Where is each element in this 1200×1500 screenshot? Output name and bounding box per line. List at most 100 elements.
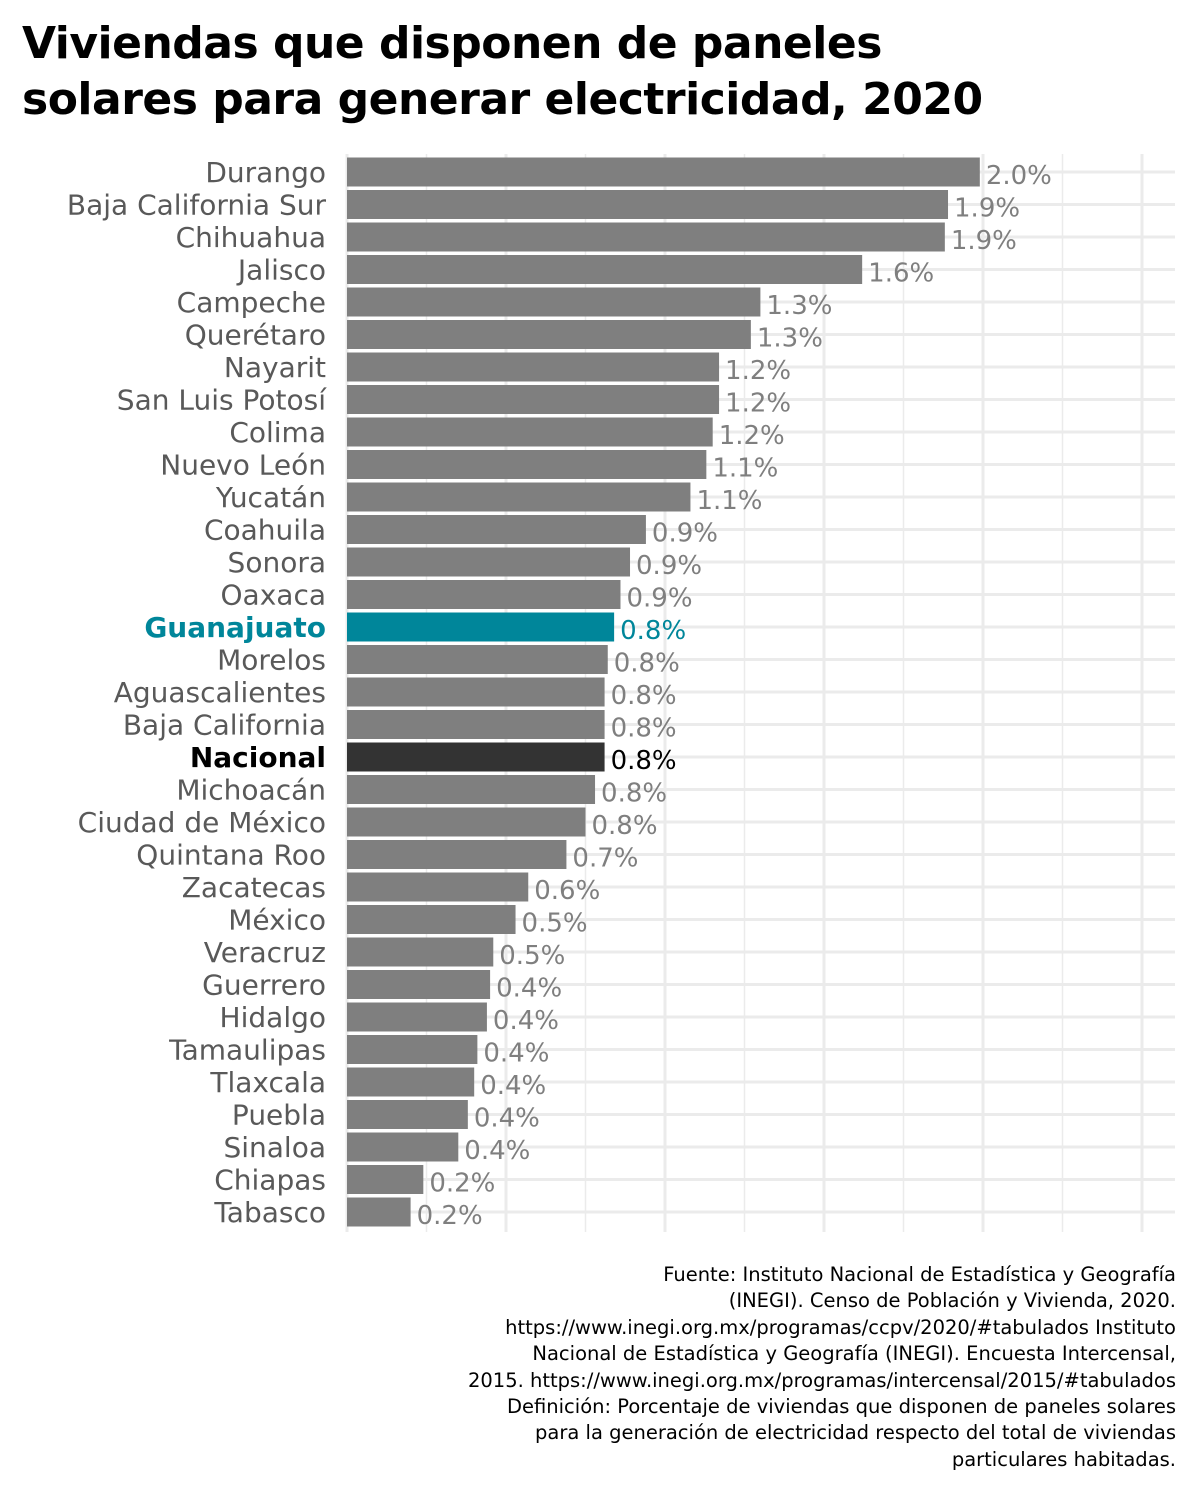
value-label: 0.8%	[611, 746, 677, 776]
bar-tamaulipas	[347, 1035, 478, 1064]
category-label: Hidalgo	[220, 1001, 326, 1034]
bar-sinaloa	[347, 1132, 459, 1162]
category-label: Veracruz	[204, 936, 326, 969]
bar-ciudad-de-méxico	[347, 807, 586, 837]
category-label: Tamaulipas	[168, 1034, 326, 1067]
bar-sonora	[347, 547, 631, 577]
source-line: Nacional de Estadística y Geografía (INE…	[532, 1342, 1176, 1366]
bar-nacional	[347, 742, 605, 772]
bar-méxico	[347, 905, 516, 934]
category-label: Ciudad de México	[78, 806, 326, 839]
bar-hidalgo	[347, 1002, 487, 1032]
source-line: (INEGI). Censo de Población y Vivienda, …	[728, 1289, 1176, 1313]
bar-colima	[347, 417, 713, 447]
category-label: Nayarit	[224, 351, 326, 384]
category-label: Jalisco	[236, 254, 326, 287]
bar-chihuahua	[347, 222, 945, 252]
bar-morelos	[347, 645, 608, 674]
category-label: Guerrero	[202, 969, 326, 1002]
category-label: México	[228, 904, 326, 937]
category-label: Aguascalientes	[114, 676, 326, 709]
bar-tlaxcala	[347, 1067, 475, 1097]
bar-michoacán	[347, 775, 596, 804]
category-label: Baja California Sur	[67, 189, 327, 222]
category-label: Chihuahua	[176, 221, 326, 254]
value-label: 0.4%	[480, 1071, 546, 1101]
bar-guanajuato	[347, 612, 615, 642]
category-label: Quintana Roo	[136, 839, 326, 872]
source-line: https://www.inegi.org.mx/programas/ccpv/…	[505, 1315, 1176, 1339]
category-label: Querétaro	[185, 319, 326, 352]
category-label: Coahuila	[204, 514, 326, 547]
value-label: 1.9%	[954, 194, 1020, 224]
value-label: 0.2%	[429, 1169, 495, 1199]
value-label: 1.3%	[757, 324, 823, 354]
value-label: 1.3%	[766, 291, 832, 321]
value-label: 0.8%	[601, 779, 667, 809]
value-label: 0.8%	[592, 811, 658, 841]
chart-title-line-2: solares para generar electricidad, 2020	[22, 74, 983, 125]
bar-nuevo-león	[347, 450, 707, 479]
value-label: 0.4%	[464, 1136, 530, 1166]
value-label: 2.0%	[986, 161, 1052, 191]
value-label: 0.4%	[493, 1006, 559, 1036]
value-label: 0.9%	[652, 519, 718, 549]
bar-tabasco	[347, 1197, 411, 1227]
category-label: San Luis Potosí	[117, 384, 327, 417]
value-label: 0.8%	[620, 616, 686, 646]
value-label: 0.5%	[522, 909, 588, 939]
value-label: 1.9%	[951, 226, 1017, 256]
value-label: 1.2%	[725, 389, 791, 419]
source-line: Definición: Porcentaje de viviendas que …	[506, 1395, 1176, 1419]
category-label: Oaxaca	[221, 579, 326, 612]
bar-coahuila	[347, 515, 646, 544]
bar-veracruz	[347, 937, 494, 967]
category-label: Guanajuato	[144, 611, 326, 644]
category-label: Durango	[205, 156, 326, 189]
bar-guerrero	[347, 970, 491, 999]
bar-san-luis-potosí	[347, 385, 720, 414]
chart-title: Viviendas que disponen de paneles solare…	[22, 16, 1182, 128]
bar-durango	[347, 157, 980, 187]
bar-chiapas	[347, 1165, 424, 1194]
bar-baja-california-sur	[347, 190, 949, 219]
value-label: 0.6%	[534, 876, 600, 906]
chart-title-line-1: Viviendas que disponen de paneles	[22, 18, 882, 69]
bar-puebla	[347, 1100, 468, 1129]
category-label: Sonora	[228, 546, 326, 579]
source-line: 2015. https://www.inegi.org.mx/programas…	[467, 1368, 1176, 1392]
category-label: Zacatecas	[182, 871, 326, 904]
value-label: 1.2%	[719, 421, 785, 451]
bar-zacatecas	[347, 872, 529, 902]
value-label: 0.8%	[614, 649, 680, 679]
category-label: Chiapas	[214, 1164, 326, 1197]
bar-campeche	[347, 287, 761, 317]
value-label: 1.1%	[696, 486, 762, 516]
value-label: 0.8%	[611, 681, 677, 711]
bar-oaxaca	[347, 580, 621, 609]
value-label: 0.4%	[483, 1039, 549, 1069]
category-label: Michoacán	[176, 774, 326, 807]
bars	[347, 157, 980, 1227]
value-labels: 2.0%1.9%1.9%1.6%1.3%1.3%1.2%1.2%1.2%1.1%…	[417, 161, 1052, 1231]
category-label: Tabasco	[213, 1196, 326, 1229]
source-line: Fuente: Instituto Nacional de Estadístic…	[663, 1263, 1176, 1286]
bar-aguascalientes	[347, 677, 605, 707]
value-label: 0.9%	[626, 584, 692, 614]
bar-yucatán	[347, 482, 691, 512]
value-label: 1.6%	[868, 259, 934, 289]
bar-querétaro	[347, 320, 751, 349]
category-label: Sinaloa	[223, 1131, 326, 1164]
source-note: Fuente: Instituto Nacional de Estadístic…	[296, 1262, 1176, 1473]
value-label: 0.7%	[572, 844, 638, 874]
value-label: 0.5%	[499, 941, 565, 971]
value-label: 1.2%	[725, 356, 791, 386]
category-label: Baja California	[123, 709, 326, 742]
bar-quintana-roo	[347, 840, 567, 869]
value-label: 0.4%	[474, 1104, 540, 1134]
source-line: particulares habitadas.	[951, 1447, 1176, 1471]
category-label: Puebla	[232, 1099, 326, 1132]
category-label: Campeche	[177, 286, 326, 319]
